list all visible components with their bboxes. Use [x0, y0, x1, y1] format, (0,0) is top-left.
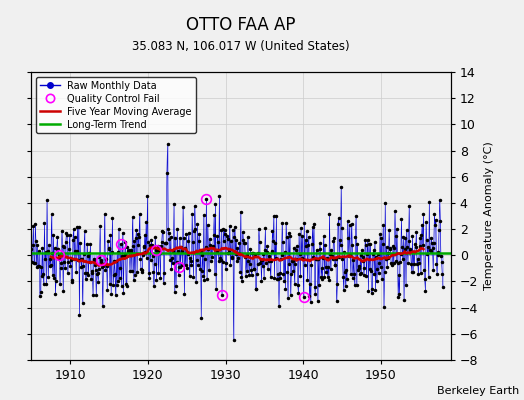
Text: OTTO FAA AP: OTTO FAA AP: [187, 16, 296, 34]
Legend: Raw Monthly Data, Quality Control Fail, Five Year Moving Average, Long-Term Tren: Raw Monthly Data, Quality Control Fail, …: [36, 77, 196, 133]
Y-axis label: Temperature Anomaly (°C): Temperature Anomaly (°C): [484, 142, 494, 290]
Text: Berkeley Earth: Berkeley Earth: [436, 386, 519, 396]
Text: 35.083 N, 106.017 W (United States): 35.083 N, 106.017 W (United States): [132, 40, 350, 53]
